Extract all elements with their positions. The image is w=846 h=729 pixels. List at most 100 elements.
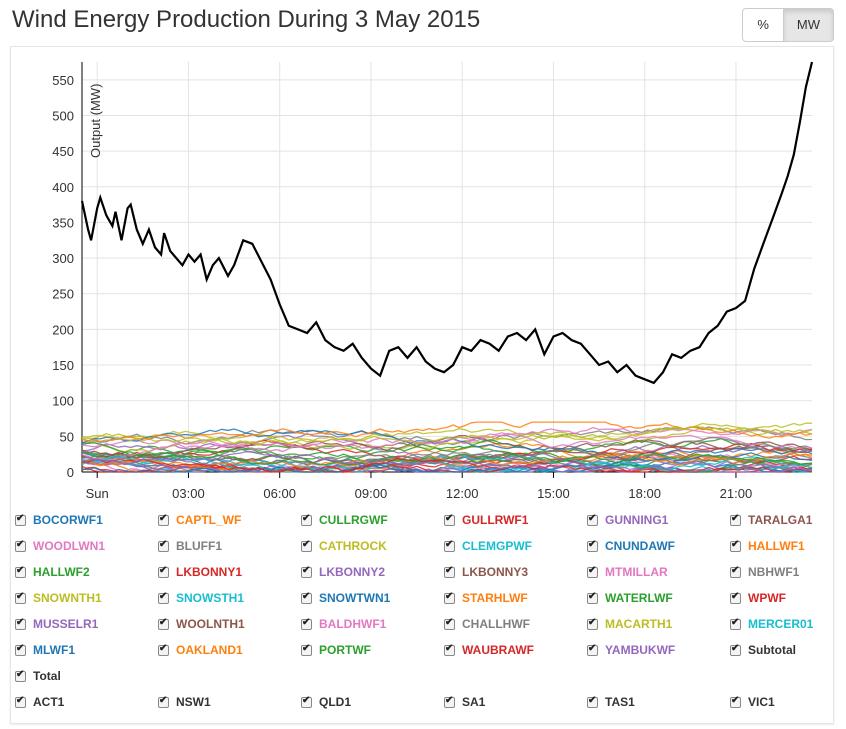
legend-checkbox[interactable]	[301, 565, 312, 578]
legend-checkbox[interactable]	[444, 565, 455, 578]
legend-item[interactable]: Total	[15, 669, 61, 683]
legend-item[interactable]: WATERLWF	[587, 591, 673, 605]
legend-item[interactable]: LKBONNY3	[444, 565, 528, 579]
legend-checkbox[interactable]	[444, 643, 455, 656]
percent-button[interactable]: %	[742, 8, 784, 42]
legend-item[interactable]: SNOWTWN1	[301, 591, 390, 605]
legend-checkbox[interactable]	[158, 513, 169, 526]
legend-checkbox[interactable]	[587, 539, 598, 552]
legend-item[interactable]: SNOWSTH1	[158, 591, 244, 605]
legend-item[interactable]: WPWF	[730, 591, 786, 605]
legend-checkbox[interactable]	[730, 591, 741, 604]
legend-checkbox[interactable]	[444, 695, 455, 708]
legend-item[interactable]: HALLWF1	[730, 539, 805, 553]
legend-checkbox[interactable]	[158, 565, 169, 578]
legend-checkbox[interactable]	[301, 513, 312, 526]
legend-item[interactable]: MERCER01	[730, 617, 813, 631]
legend-checkbox[interactable]	[444, 617, 455, 630]
legend-checkbox[interactable]	[158, 695, 169, 708]
legend-item[interactable]: MUSSELR1	[15, 617, 98, 631]
legend-item[interactable]: ACT1	[15, 695, 64, 709]
station-line	[81, 428, 813, 459]
legend-checkbox[interactable]	[15, 669, 26, 682]
legend-checkbox[interactable]	[444, 539, 455, 552]
y-tick-label: 250	[52, 287, 74, 302]
legend-item[interactable]: LKBONNY1	[158, 565, 242, 579]
legend-item[interactable]: WOOLNTH1	[158, 617, 245, 631]
legend-checkbox[interactable]	[587, 643, 598, 656]
legend-item[interactable]: CNUNDAWF	[587, 539, 675, 553]
legend-item[interactable]: MACARTH1	[587, 617, 672, 631]
legend-item[interactable]: LKBONNY2	[301, 565, 385, 579]
legend-item[interactable]: CHALLHWF	[444, 617, 530, 631]
legend-checkbox[interactable]	[730, 617, 741, 630]
legend-checkbox[interactable]	[158, 539, 169, 552]
legend-checkbox[interactable]	[15, 695, 26, 708]
y-tick-label: 50	[60, 429, 74, 444]
legend-checkbox[interactable]	[587, 617, 598, 630]
legend-item[interactable]: NBHWF1	[730, 565, 799, 579]
legend-item[interactable]: BLUFF1	[158, 539, 222, 553]
legend-checkbox[interactable]	[15, 513, 26, 526]
legend-checkbox[interactable]	[15, 565, 26, 578]
legend-item[interactable]: SA1	[444, 695, 485, 709]
legend-checkbox[interactable]	[15, 539, 26, 552]
legend-item[interactable]: QLD1	[301, 695, 351, 709]
legend-checkbox[interactable]	[587, 513, 598, 526]
legend-checkbox[interactable]	[158, 591, 169, 604]
legend-checkbox[interactable]	[158, 617, 169, 630]
legend-item[interactable]: CATHROCK	[301, 539, 387, 553]
legend-item[interactable]: CULLRGWF	[301, 513, 388, 527]
legend-label: HALLWF1	[748, 539, 805, 553]
legend-item[interactable]: GULLRWF1	[444, 513, 528, 527]
legend-checkbox[interactable]	[301, 617, 312, 630]
legend-item[interactable]: TAS1	[587, 695, 635, 709]
legend-item[interactable]: CLEMGPWF	[444, 539, 532, 553]
legend-item[interactable]: STARHLWF	[444, 591, 528, 605]
legend-label: SNOWSTH1	[176, 591, 245, 605]
legend-item[interactable]: CAPTL_WF	[158, 513, 241, 527]
legend-item[interactable]: PORTWF	[301, 643, 371, 657]
legend-item[interactable]: WOODLWN1	[15, 539, 105, 553]
legend-item[interactable]: Subtotal	[730, 643, 796, 657]
legend-item[interactable]: BALDHWF1	[301, 617, 386, 631]
legend-item[interactable]: OAKLAND1	[158, 643, 243, 657]
legend-checkbox[interactable]	[730, 643, 741, 656]
legend-checkbox[interactable]	[587, 695, 598, 708]
y-tick-label: 0	[67, 465, 74, 480]
legend-item[interactable]: MTMILLAR	[587, 565, 668, 579]
legend-checkbox[interactable]	[301, 643, 312, 656]
legend-item[interactable]: TARALGA1	[730, 513, 812, 527]
legend-item[interactable]: NSW1	[158, 695, 211, 709]
legend-checkbox[interactable]	[444, 513, 455, 526]
legend-item[interactable]: YAMBUKWF	[587, 643, 675, 657]
y-tick-label: 400	[52, 180, 74, 195]
legend-checkbox[interactable]	[730, 565, 741, 578]
legend-item[interactable]: SNOWNTH1	[15, 591, 102, 605]
legend-checkbox[interactable]	[301, 591, 312, 604]
legend-item[interactable]: HALLWF2	[15, 565, 90, 579]
legend-item[interactable]: MLWF1	[15, 643, 75, 657]
legend-checkbox[interactable]	[301, 695, 312, 708]
legend-checkbox[interactable]	[730, 695, 741, 708]
legend-label: OAKLAND1	[176, 643, 243, 657]
legend-label: MTMILLAR	[605, 565, 668, 579]
legend-checkbox[interactable]	[15, 617, 26, 630]
legend-label: CAPTL_WF	[176, 513, 242, 527]
mw-button[interactable]: MW	[783, 8, 834, 42]
legend-checkbox[interactable]	[730, 513, 741, 526]
legend-checkbox[interactable]	[301, 539, 312, 552]
legend-checkbox[interactable]	[158, 643, 169, 656]
legend-checkbox[interactable]	[15, 643, 26, 656]
legend-item[interactable]: WAUBRAWF	[444, 643, 534, 657]
legend-item[interactable]: GUNNING1	[587, 513, 668, 527]
legend-checkbox[interactable]	[587, 591, 598, 604]
legend-item[interactable]: BOCORWF1	[15, 513, 103, 527]
legend-checkbox[interactable]	[15, 591, 26, 604]
legend-checkbox[interactable]	[587, 565, 598, 578]
legend-checkbox[interactable]	[730, 539, 741, 552]
station-line	[81, 442, 813, 466]
legend-item[interactable]: VIC1	[730, 695, 775, 709]
y-tick-label: 300	[52, 251, 74, 266]
legend-checkbox[interactable]	[444, 591, 455, 604]
